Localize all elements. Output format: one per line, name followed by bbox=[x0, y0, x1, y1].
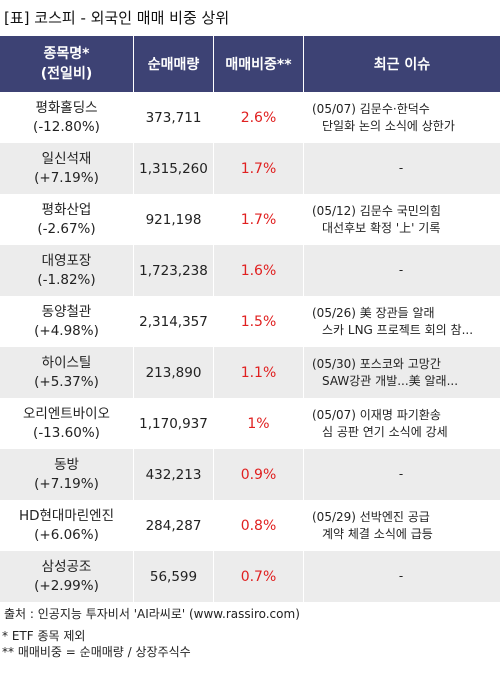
net-volume: 1,723,238 bbox=[134, 245, 214, 296]
recent-issue-line1: (05/30) 포스코와 고망간 bbox=[312, 356, 441, 371]
net-volume: 56,599 bbox=[134, 551, 214, 602]
net-volume: 2,314,357 bbox=[134, 296, 214, 347]
table-row: 동양철관 (+4.98%) 2,314,357 1.5% (05/26) 美 장관들 알… bbox=[0, 296, 500, 347]
net-volume: 1,170,937 bbox=[134, 398, 214, 449]
stock-name-cell: 일신석재 (+7.19%) bbox=[0, 143, 134, 194]
header-name-line2: (전일비) bbox=[40, 66, 93, 82]
stock-name: 삼성공조 bbox=[41, 558, 92, 575]
stock-name: 평화산업 bbox=[41, 201, 92, 218]
stock-change: (-2.67%) bbox=[37, 220, 96, 237]
etf-note: * ETF 종목 제외 bbox=[2, 629, 86, 643]
stock-change: (+6.06%) bbox=[34, 526, 99, 543]
stock-change: (+4.98%) bbox=[34, 322, 99, 339]
table-row: 하이스틸 (+5.37%) 213,890 1.1% (05/30) 포스코와 고망간 S… bbox=[0, 347, 500, 398]
table-row: 대영포장 (-1.82%) 1,723,238 1.6% - bbox=[0, 245, 500, 296]
stock-change: (+7.19%) bbox=[34, 169, 99, 186]
trade-ratio: 0.8% bbox=[214, 500, 304, 551]
stock-change: (-13.60%) bbox=[33, 424, 100, 441]
source-text: 출처 : 인공지능 투자비서 'AI라씨로' (www.rassiro.com) bbox=[4, 607, 300, 621]
stock-name: 대영포장 bbox=[41, 252, 92, 269]
stock-change: (-12.80%) bbox=[33, 118, 100, 135]
recent-issue: - bbox=[304, 449, 500, 500]
stock-name-cell: 평화홀딩스 (-12.80%) bbox=[0, 92, 134, 143]
net-volume: 373,711 bbox=[134, 92, 214, 143]
stock-name: 동양철관 bbox=[41, 303, 92, 320]
trade-ratio: 1.7% bbox=[214, 194, 304, 245]
ratio-definition-note: ** 매매비중 = 순매매량 / 상장주식수 bbox=[2, 645, 191, 659]
page-title: [표] 코스피 - 외국인 매매 비중 상위 bbox=[4, 9, 230, 27]
stock-name: 오리엔트바이오 bbox=[23, 405, 110, 422]
table-row: HD현대마린엔진 (+6.06%) 284,287 0.8% (05/29) 선박엔진 … bbox=[0, 500, 500, 551]
recent-issue-line1: (05/12) 김문수 국민의힘 bbox=[312, 203, 441, 218]
stock-name-cell: 평화산업 (-2.67%) bbox=[0, 194, 134, 245]
stock-change: (+7.19%) bbox=[34, 475, 99, 492]
net-volume: 1,315,260 bbox=[134, 143, 214, 194]
table-row: 평화산업 (-2.67%) 921,198 1.7% (05/12) 김문수 국민의힘 대… bbox=[0, 194, 500, 245]
trade-ratio: 1.5% bbox=[214, 296, 304, 347]
recent-issue-line1: (05/07) 이재명 파기환송 bbox=[312, 407, 441, 422]
recent-issue-line2: 스카 LNG 프로젝트 회의 참... bbox=[322, 322, 474, 337]
foreign-trading-table: 종목명* (전일비) 순매매량 매매비중** 최근 이슈 평화홀딩스 (-12.8… bbox=[0, 36, 500, 602]
stock-name-cell: 동양철관 (+4.98%) bbox=[0, 296, 134, 347]
trade-ratio: 1.6% bbox=[214, 245, 304, 296]
stock-name-cell: 삼성공조 (+2.99%) bbox=[0, 551, 134, 602]
trade-ratio: 0.7% bbox=[214, 551, 304, 602]
stock-name-cell: 오리엔트바이오 (-13.60%) bbox=[0, 398, 134, 449]
stock-name: 하이스틸 bbox=[41, 354, 92, 371]
net-volume: 921,198 bbox=[134, 194, 214, 245]
trade-ratio: 0.9% bbox=[214, 449, 304, 500]
trade-ratio: 1.1% bbox=[214, 347, 304, 398]
table-row: 오리엔트바이오 (-13.60%) 1,170,937 1% (05/07) 이재명 파… bbox=[0, 398, 500, 449]
trade-ratio: 1% bbox=[214, 398, 304, 449]
recent-issue: (05/30) 포스코와 고망간 SAW강관 개발...美 알래... bbox=[304, 347, 500, 398]
trade-ratio: 1.7% bbox=[214, 143, 304, 194]
header-ratio: 매매비중** bbox=[214, 36, 304, 92]
table-header-row: 종목명* (전일비) 순매매량 매매비중** 최근 이슈 bbox=[0, 36, 500, 92]
recent-issue: - bbox=[304, 143, 500, 194]
net-volume: 432,213 bbox=[134, 449, 214, 500]
stock-name: 일신석재 bbox=[41, 150, 92, 167]
header-name-line1: 종목명* bbox=[43, 46, 90, 62]
stock-name-cell: 대영포장 (-1.82%) bbox=[0, 245, 134, 296]
stock-change: (+5.37%) bbox=[34, 373, 99, 390]
table-row: 삼성공조 (+2.99%) 56,599 0.7% - bbox=[0, 551, 500, 602]
stock-name-cell: HD현대마린엔진 (+6.06%) bbox=[0, 500, 134, 551]
recent-issue: - bbox=[304, 551, 500, 602]
stock-name: 평화홀딩스 bbox=[35, 99, 98, 116]
trade-ratio: 2.6% bbox=[214, 92, 304, 143]
recent-issue-line2: 계약 체결 소식에 급등 bbox=[322, 526, 433, 541]
recent-issue-line2: 심 공판 연기 소식에 강세 bbox=[322, 424, 448, 439]
stock-name: 동방 bbox=[54, 456, 79, 473]
table-row: 동방 (+7.19%) 432,213 0.9% - bbox=[0, 449, 500, 500]
table-row: 평화홀딩스 (-12.80%) 373,711 2.6% (05/07) 김문수·한덕수… bbox=[0, 92, 500, 143]
header-volume: 순매매량 bbox=[134, 36, 214, 92]
stock-change: (+2.99%) bbox=[34, 577, 99, 594]
net-volume: 284,287 bbox=[134, 500, 214, 551]
recent-issue-line2: 단일화 논의 소식에 상한가 bbox=[322, 118, 455, 133]
recent-issue-line1: (05/07) 김문수·한덕수 bbox=[312, 101, 430, 116]
header-name: 종목명* (전일비) bbox=[0, 36, 134, 92]
stock-change: (-1.82%) bbox=[37, 271, 96, 288]
net-volume: 213,890 bbox=[134, 347, 214, 398]
recent-issue-line2: SAW강관 개발...美 알래... bbox=[322, 373, 459, 388]
recent-issue-line2: 대선후보 확정 '上' 기록 bbox=[322, 220, 441, 235]
table-row: 일신석재 (+7.19%) 1,315,260 1.7% - bbox=[0, 143, 500, 194]
recent-issue: - bbox=[304, 245, 500, 296]
recent-issue-line1: (05/29) 선박엔진 공급 bbox=[312, 509, 430, 524]
stock-name: HD현대마린엔진 bbox=[18, 507, 115, 524]
stock-name-cell: 하이스틸 (+5.37%) bbox=[0, 347, 134, 398]
stock-name-cell: 동방 (+7.19%) bbox=[0, 449, 134, 500]
footer: 출처 : 인공지능 투자비서 'AI라씨로' (www.rassiro.com)… bbox=[0, 606, 500, 660]
header-issue: 최근 이슈 bbox=[304, 36, 500, 92]
recent-issue-line1: (05/26) 美 장관들 알래 bbox=[312, 305, 435, 320]
